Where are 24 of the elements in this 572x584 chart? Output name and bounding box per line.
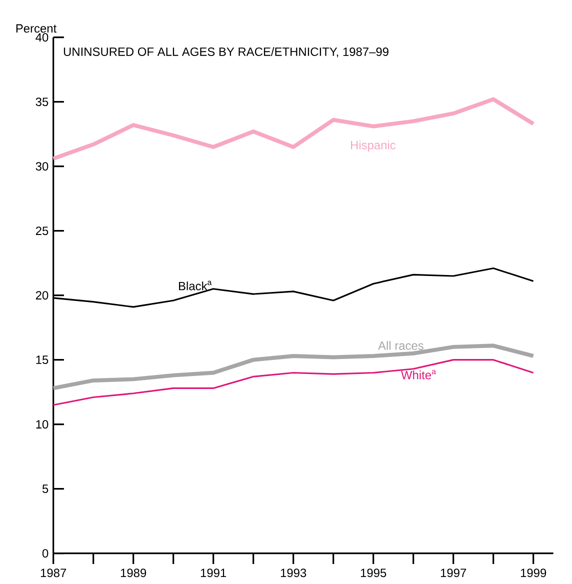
x-tick-label: 1995 [360, 568, 386, 578]
y-tick-label: 15 [36, 356, 48, 364]
y-tick-label: 35 [36, 98, 48, 106]
series-label: White$^{a}$ [401, 370, 436, 380]
y-tick-label: 40 [36, 33, 48, 42]
y-axis-title: Percent [16, 24, 57, 33]
y-tick-label: 20 [36, 291, 48, 300]
x-tick-label: 1993 [280, 568, 306, 578]
line-series [52, 359, 534, 406]
x-tick-label: 1987 [40, 568, 66, 578]
series-label: Hispanic [351, 140, 396, 152]
y-tick-label: 25 [36, 226, 48, 236]
series-label: Black$^{a}$ [179, 280, 212, 290]
x-tick-label: 1997 [440, 568, 466, 578]
x-tick-label: 1999 [520, 568, 546, 578]
y-tick-label: 10 [36, 420, 48, 429]
line-series [51, 97, 536, 161]
x-tick-label: 1989 [120, 568, 146, 578]
x-tick-label: 1991 [200, 568, 226, 578]
text: UNINSURED OF ALL AGES BY RACE/ETHNICITY, 1987–99 [64, 47, 388, 58]
y-tick-label: 5 [42, 484, 48, 494]
series-label: All races [378, 341, 424, 350]
y-tick-label: 0 [42, 549, 48, 558]
y-tick-label: 30 [36, 162, 48, 171]
